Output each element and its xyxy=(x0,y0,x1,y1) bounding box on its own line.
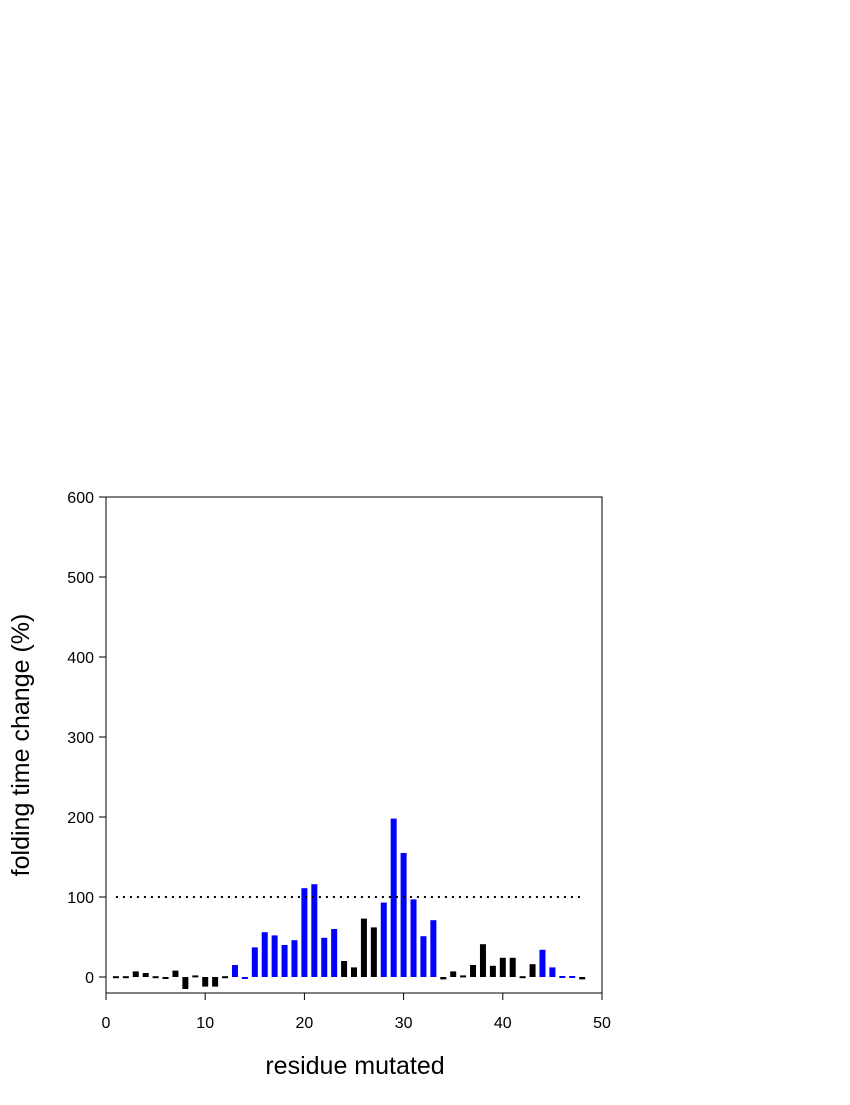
bar xyxy=(261,932,268,977)
bar xyxy=(529,964,536,977)
y-tick-label: 300 xyxy=(67,730,94,747)
bar xyxy=(331,929,338,977)
bar xyxy=(539,949,546,977)
x-tick-label: 20 xyxy=(296,1015,314,1032)
bar xyxy=(152,976,159,979)
x-tick-label: 10 xyxy=(196,1015,214,1032)
bar xyxy=(430,920,437,977)
bar xyxy=(410,899,417,977)
y-tick-label: 400 xyxy=(67,650,94,667)
x-tick-label: 40 xyxy=(494,1015,512,1032)
bar xyxy=(440,977,447,980)
bar xyxy=(182,977,189,989)
bar xyxy=(400,853,407,977)
bar xyxy=(380,902,387,977)
bar xyxy=(499,957,506,977)
plot-frame xyxy=(105,496,603,994)
bar xyxy=(321,937,328,977)
y-tick-label: 500 xyxy=(67,570,94,587)
x-tick-label: 0 xyxy=(102,1015,111,1032)
bar xyxy=(112,976,119,979)
bar xyxy=(341,961,348,977)
bar xyxy=(222,976,229,979)
bar xyxy=(122,976,129,979)
bar xyxy=(142,973,149,977)
bar xyxy=(192,975,199,978)
bar xyxy=(509,957,516,977)
x-tick-label: 30 xyxy=(395,1015,413,1032)
bar xyxy=(450,971,457,977)
bar xyxy=(202,977,209,987)
bar xyxy=(549,967,556,977)
bar xyxy=(579,977,586,980)
bar xyxy=(231,965,238,977)
bar xyxy=(519,976,526,979)
y-tick-label: 0 xyxy=(85,970,94,987)
x-axis-title: residue mutated xyxy=(265,1052,444,1080)
bar xyxy=(351,967,357,977)
bar xyxy=(559,976,566,978)
bar xyxy=(291,940,298,977)
bar xyxy=(569,976,576,978)
bar xyxy=(370,927,377,977)
bar xyxy=(281,945,288,977)
bar xyxy=(212,977,219,987)
bar xyxy=(479,944,486,977)
bar xyxy=(489,965,496,977)
y-tick-label: 600 xyxy=(67,490,94,507)
bar xyxy=(460,975,467,978)
bar xyxy=(470,965,477,977)
bar xyxy=(251,947,258,977)
y-axis-title: folding time change (%) xyxy=(7,614,35,877)
y-tick-label: 200 xyxy=(67,810,94,827)
x-tick-label: 50 xyxy=(593,1015,611,1032)
bar xyxy=(241,977,248,979)
bar xyxy=(390,818,397,977)
bar xyxy=(360,918,367,977)
bar xyxy=(132,971,139,977)
bar xyxy=(172,970,179,977)
bar xyxy=(271,935,278,977)
bar xyxy=(301,888,308,977)
bar xyxy=(311,884,318,977)
y-tick-label: 100 xyxy=(67,890,94,907)
bar xyxy=(420,936,427,977)
bar xyxy=(162,977,169,979)
